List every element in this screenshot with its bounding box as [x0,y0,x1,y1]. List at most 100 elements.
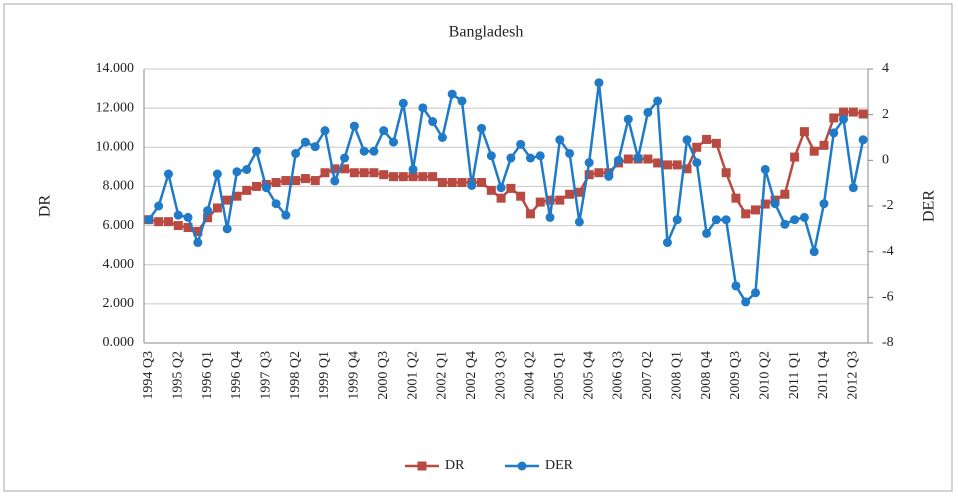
marker [672,215,682,225]
marker [584,158,594,168]
marker [496,183,506,193]
marker [359,168,369,178]
marker [594,168,604,178]
marker [623,114,633,124]
marker [829,113,839,123]
x-tick-label: 2000 Q3 [376,351,391,400]
marker [750,288,760,298]
marker [780,189,790,199]
x-tick-label: 2004 Q2 [523,351,538,400]
marker [349,121,359,131]
x-tick-label: 1998 Q2 [288,351,303,400]
x-tick-label: 1995 Q2 [170,351,185,400]
marker [516,191,526,201]
marker [291,176,301,186]
marker [741,297,751,307]
marker [369,146,379,156]
marker [604,171,614,181]
x-tick-label: 1999 Q4 [347,351,362,400]
marker [506,153,516,163]
y2-tick-label: 4 [882,61,889,76]
y-axis-title: DR [37,195,54,218]
marker [232,167,242,177]
marker [379,170,389,180]
marker [702,134,712,144]
marker [477,178,487,188]
marker [252,146,262,156]
marker [760,199,770,209]
x-tick-label: 1994 Q3 [141,351,156,400]
marker [212,203,222,213]
y-tick-label: 2.000 [103,296,135,311]
marker [799,127,809,137]
marker [193,226,203,236]
marker [839,107,849,117]
marker [525,153,535,163]
marker [643,154,653,164]
marker [506,183,516,193]
marker [242,164,252,174]
marker [517,461,527,471]
marker [340,153,350,163]
x-tick-label: 2010 Q2 [757,351,772,400]
marker [829,128,839,138]
marker [447,89,457,99]
marker [163,169,173,179]
x-tick-label: 2007 Q2 [640,351,655,400]
marker [203,206,213,216]
chart-frame [3,3,953,492]
marker [565,148,575,158]
marker [330,164,340,174]
y2-axis-title: DER [921,190,938,222]
marker [760,164,770,174]
marker [662,238,672,248]
marker [692,158,702,168]
x-tick-label: 2001 Q2 [405,351,420,400]
marker [633,153,643,163]
marker [428,172,438,182]
marker [398,98,408,108]
marker [653,158,663,168]
marker [819,199,829,209]
x-tick-label: 2008 Q1 [669,351,684,400]
marker [349,168,359,178]
x-tick-label: 2005 Q4 [581,351,596,400]
marker [741,209,751,219]
x-tick-label: 2002 Q4 [464,351,479,400]
x-tick-label: 2002 Q1 [435,351,450,400]
x-tick-label: 1999 Q1 [317,351,332,400]
marker [692,142,702,152]
x-tick-label: 2008 Q4 [699,351,714,400]
x-tick-label: 1996 Q4 [229,351,244,400]
marker [457,178,467,188]
x-tick-label: 1997 Q3 [259,351,274,400]
marker [643,107,653,117]
marker [281,210,291,220]
marker [359,146,369,156]
marker [232,191,242,201]
marker [848,183,858,193]
marker [154,217,164,227]
marker [496,193,506,203]
marker [731,281,741,291]
marker [310,142,320,152]
marker [555,135,565,145]
marker [163,217,173,227]
chart-title: Bangladesh [449,24,524,41]
marker [731,193,741,203]
x-tick-label: 2011 Q1 [787,351,802,399]
marker [379,126,389,136]
marker [682,135,692,145]
marker [809,247,819,257]
y2-tick-label: -4 [882,244,894,259]
x-tick-label: 2005 Q1 [552,351,567,400]
marker [545,212,555,222]
marker [330,176,340,186]
legend-label: DR [445,458,465,473]
marker [398,172,408,182]
y2-tick-label: -6 [882,290,894,305]
y-tick-label: 12.000 [96,100,135,115]
marker [193,238,203,248]
marker [437,178,447,188]
marker [183,212,193,222]
